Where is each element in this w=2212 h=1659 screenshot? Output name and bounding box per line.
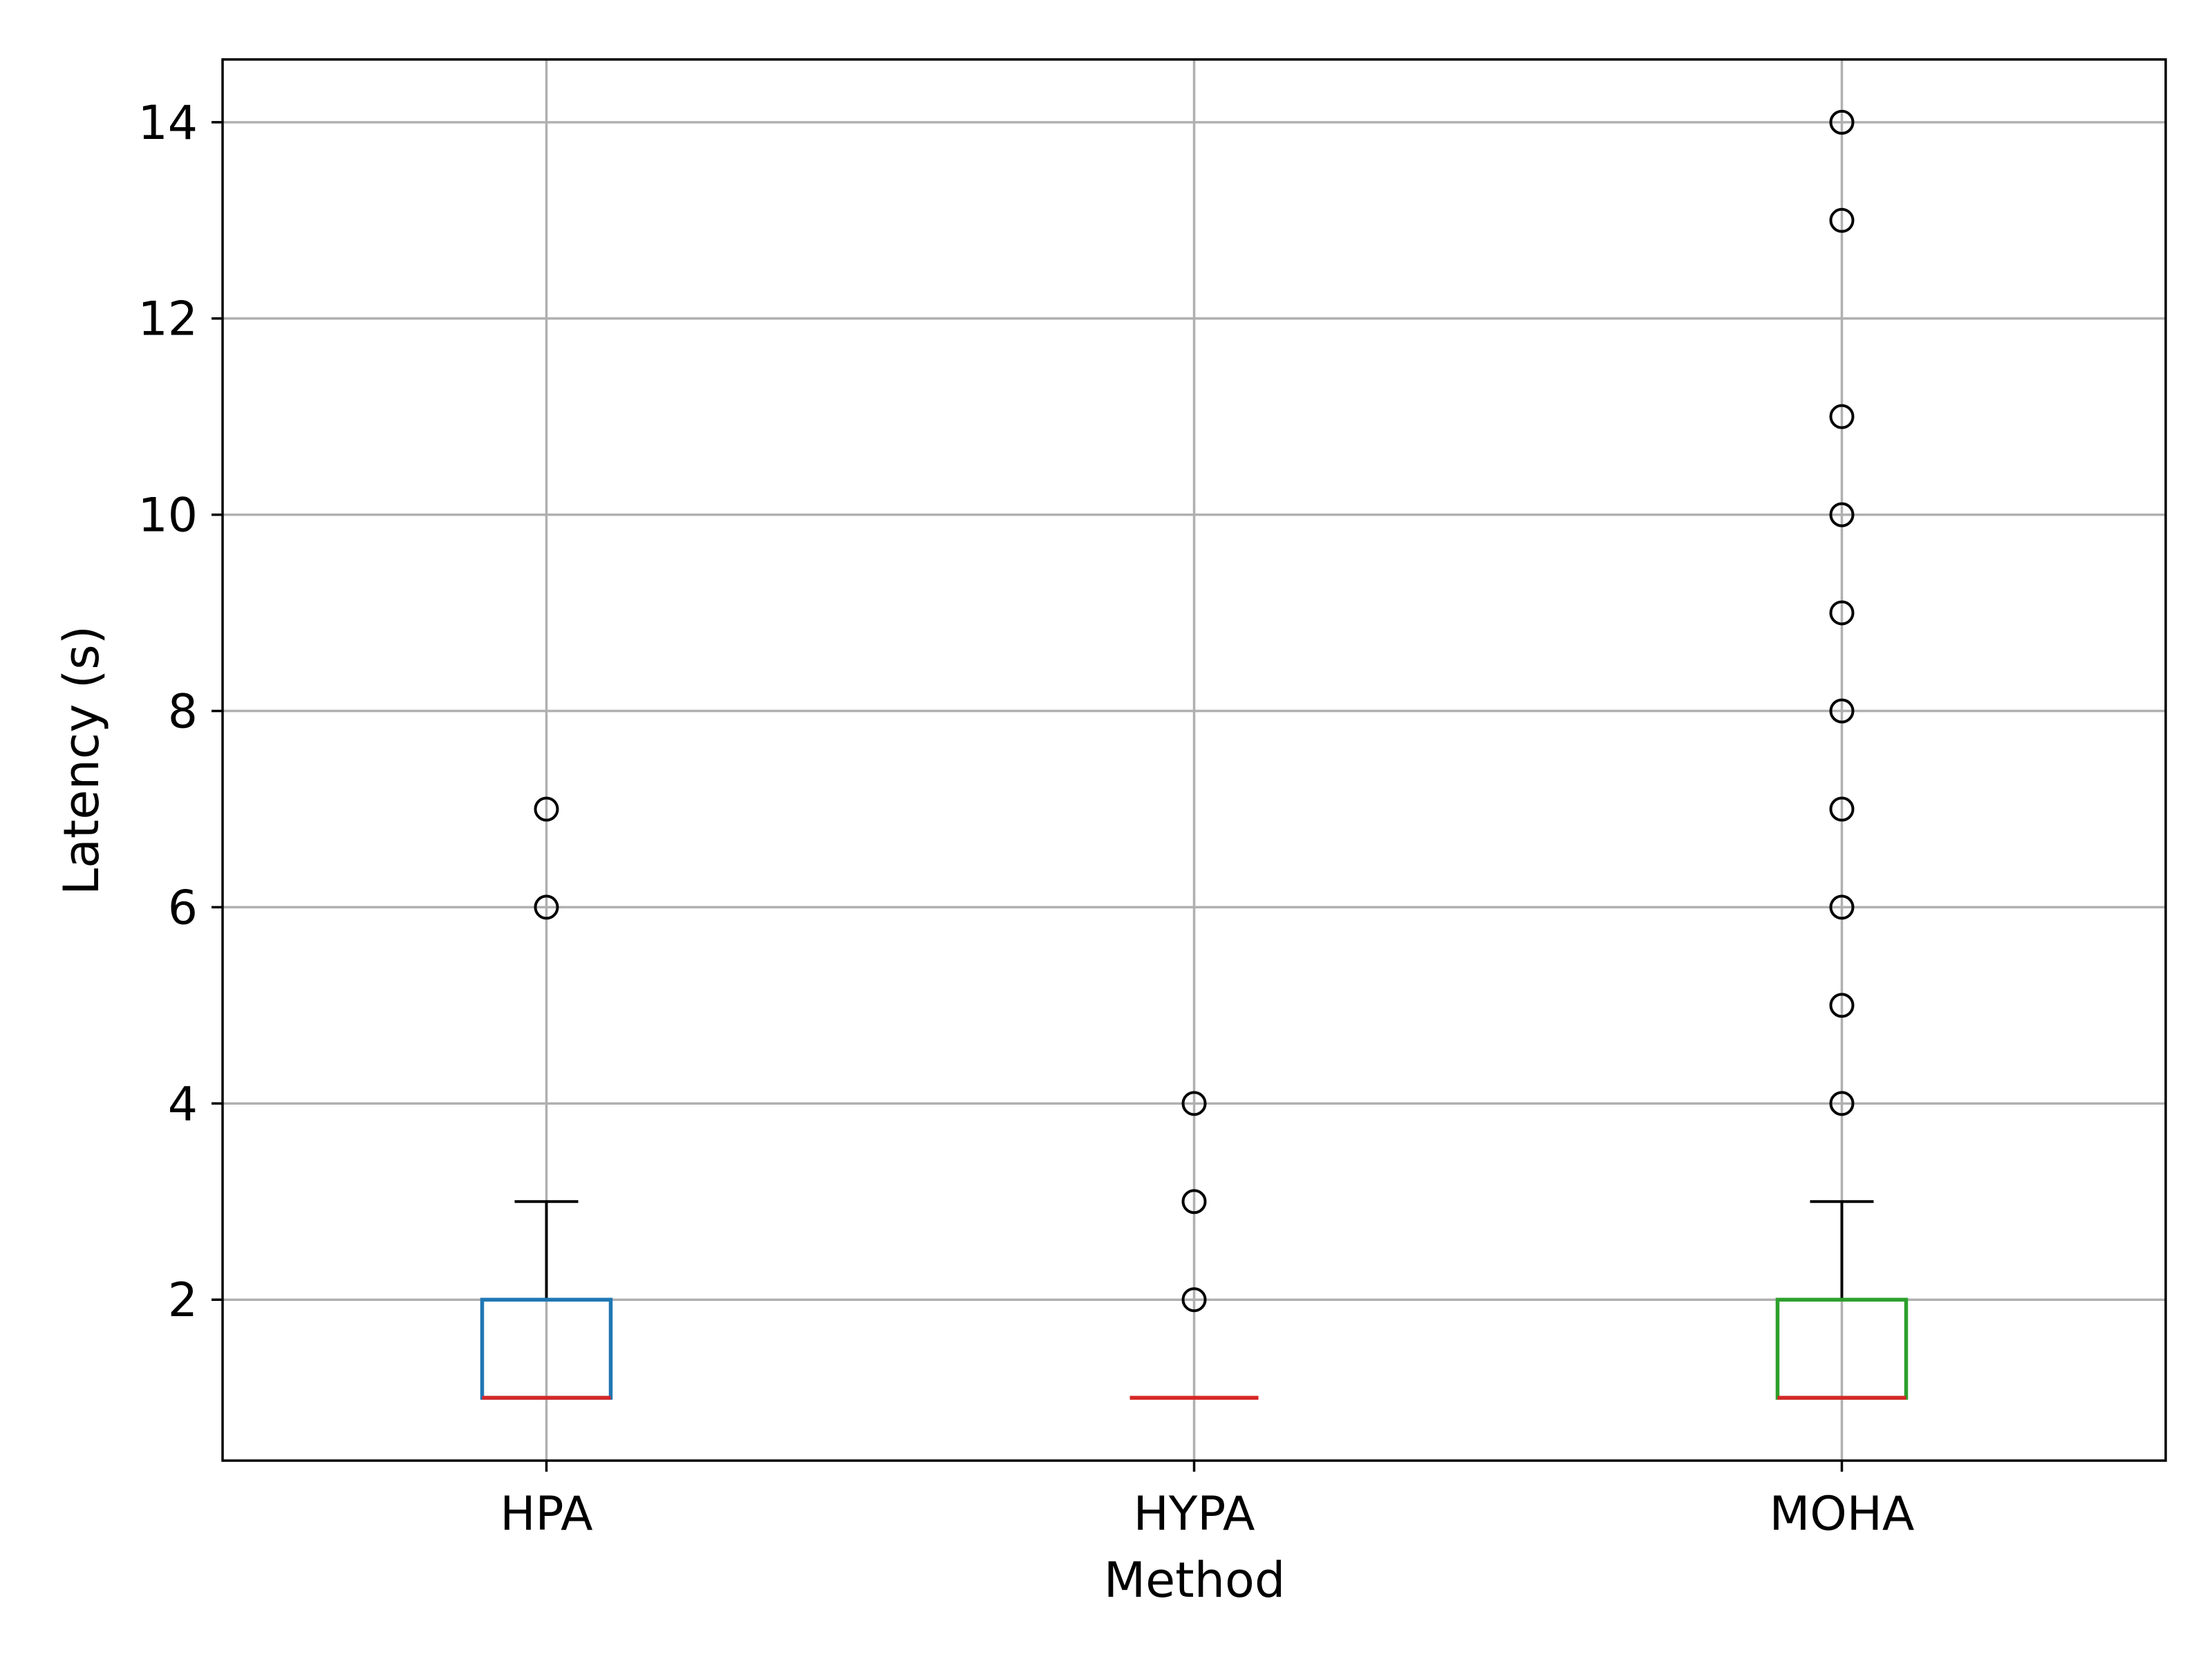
- outlier-point: [1181, 1287, 1207, 1313]
- box-group-hpa: [480, 796, 613, 1400]
- box-group-moha: [1775, 109, 1909, 1400]
- x-tick-label-hypa: HYPA: [1134, 1487, 1255, 1541]
- outlier-point: [534, 894, 559, 920]
- outlier-point: [1829, 894, 1855, 920]
- y-tick-label: 4: [168, 1077, 198, 1132]
- outlier-point: [1829, 1091, 1855, 1116]
- outlier-point: [1181, 1091, 1207, 1116]
- y-tick-label: 10: [138, 489, 198, 543]
- y-tick-label: 6: [168, 881, 198, 935]
- y-tick-label: 14: [138, 96, 198, 151]
- y-tick-label: 12: [138, 292, 198, 347]
- x-tick-label-hpa: HPA: [500, 1487, 592, 1541]
- outlier-point: [1829, 600, 1855, 626]
- outlier-point: [1829, 207, 1855, 233]
- outlier-point: [1181, 1189, 1207, 1215]
- grid-layer: [223, 59, 2166, 1461]
- outlier-point: [1829, 502, 1855, 527]
- outlier-point: [1829, 993, 1855, 1018]
- outlier-point: [1829, 404, 1855, 429]
- y-axis-title: Latency (s): [53, 626, 110, 895]
- x-tick-label-moha: MOHA: [1770, 1487, 1915, 1541]
- axis-layer: 2 4 6 8 10 12 14 HPA HYPA MOHA: [138, 58, 2167, 1541]
- y-tick-label: 2: [168, 1273, 198, 1328]
- x-axis-title: Method: [1104, 1552, 1286, 1609]
- outlier-point: [534, 796, 559, 822]
- y-tick-label: 8: [168, 685, 198, 740]
- outlier-point: [1829, 109, 1855, 135]
- outlier-point: [1829, 698, 1855, 724]
- box-layer: [480, 109, 1909, 1400]
- box-group-hypa: [1130, 1091, 1259, 1400]
- outlier-point: [1829, 796, 1855, 822]
